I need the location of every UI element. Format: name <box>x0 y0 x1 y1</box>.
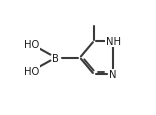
Text: HO: HO <box>24 66 39 76</box>
Text: NH: NH <box>106 37 121 47</box>
Text: B: B <box>52 53 59 63</box>
Text: N: N <box>110 69 117 79</box>
Text: HO: HO <box>24 40 39 50</box>
